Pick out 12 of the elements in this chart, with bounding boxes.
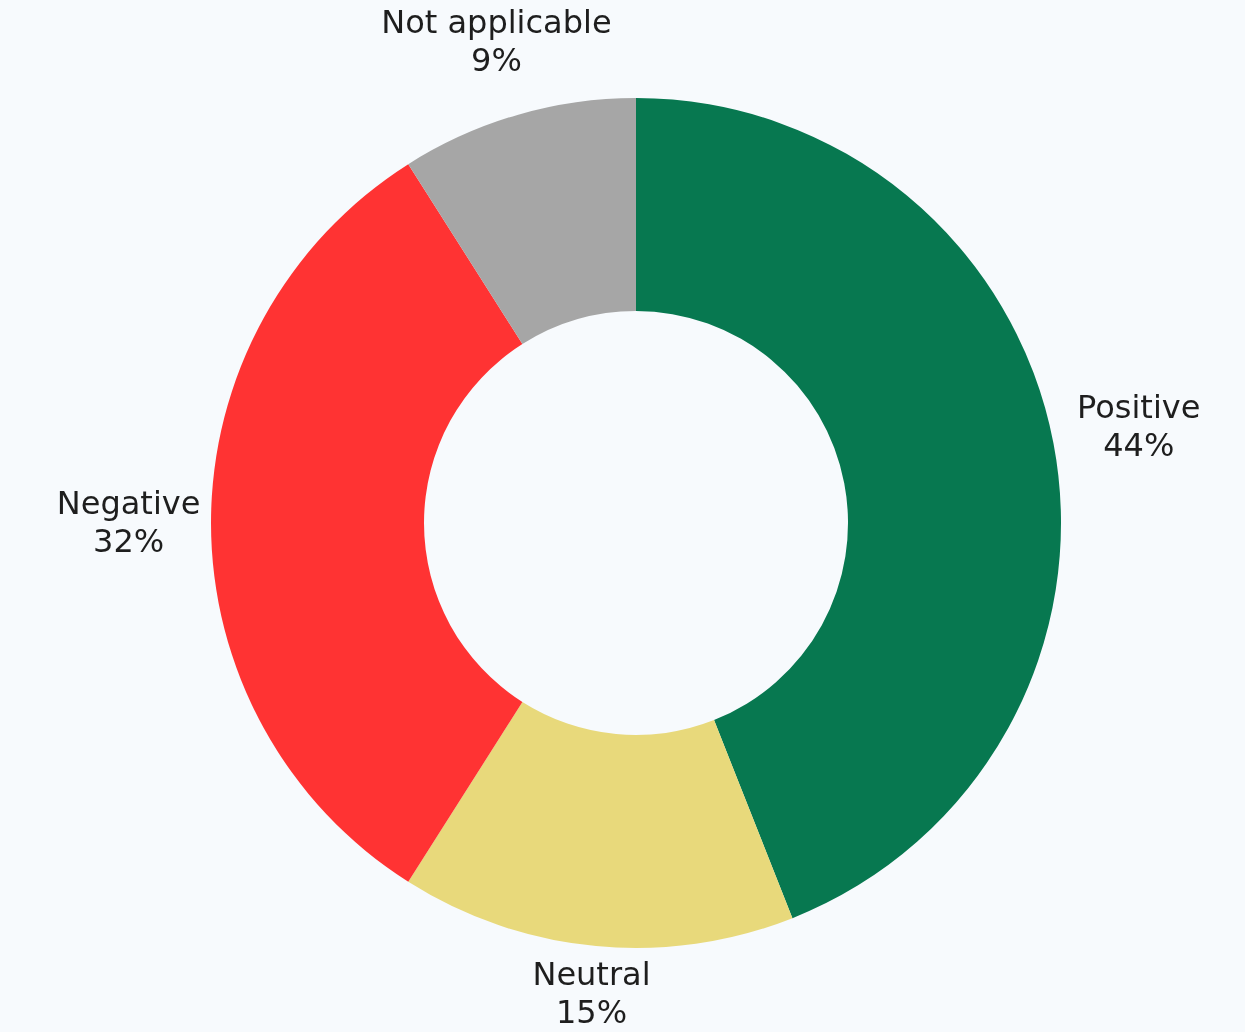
- slice-label: Negative: [56, 484, 201, 522]
- data-label: 9%: [471, 41, 522, 80]
- donut-slice: [211, 164, 523, 882]
- donut-slice: [408, 702, 793, 948]
- slice-label: Positive: [1077, 388, 1201, 427]
- data-label: 32%: [93, 522, 165, 560]
- data-label: 15%: [555, 992, 628, 1031]
- slice-label: Not applicable: [381, 3, 612, 42]
- donut-slice: [408, 98, 636, 344]
- donut-slice: [636, 98, 1061, 919]
- slice-label: Neutral: [532, 954, 651, 993]
- data-label: 44%: [1103, 426, 1175, 465]
